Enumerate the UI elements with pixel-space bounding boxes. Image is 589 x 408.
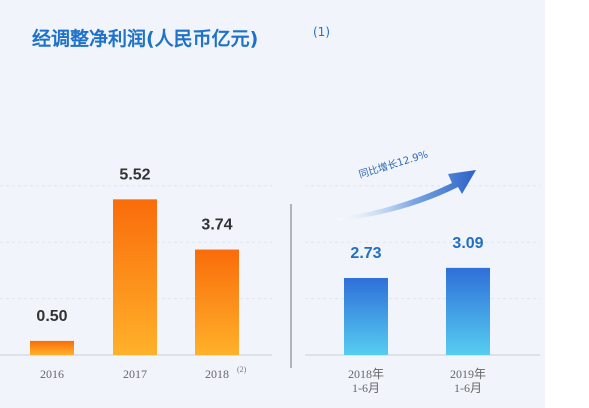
bar-annual-1	[113, 199, 157, 355]
value-label-halfyear-1: 3.09	[452, 235, 483, 252]
value-label-halfyear-0: 2.73	[350, 245, 381, 262]
tick-label-annual-2: 2018	[205, 367, 229, 381]
value-label-annual-2: 3.74	[201, 217, 232, 234]
bar-halfyear-0	[344, 278, 388, 355]
title-footnote-marker: (1)	[313, 25, 330, 39]
tick-label-halfyear-1: 2019年 1-6月	[450, 367, 486, 395]
tick-label-annual-0: 2016	[40, 367, 64, 381]
bar-annual-0	[30, 340, 74, 355]
value-labels-group: 0.50 5.52 3.74 2.73 3.09	[36, 166, 483, 325]
tick-label-annual-1: 2017	[123, 367, 147, 381]
bar-annual-2	[195, 249, 239, 355]
bars-group	[30, 199, 490, 355]
growth-arrow: 同比增长12.9%	[338, 147, 476, 221]
chart-title: 经调整净利润(人民币亿元)	[32, 27, 258, 50]
tick-labels-group: 2016 2017 2018 (2) 2018年 1-6月 2019年 1-6月	[40, 365, 486, 395]
growth-annotation: 同比增长12.9%	[357, 147, 429, 180]
growth-arrow-shape	[338, 170, 476, 221]
tick-label-halfyear-0: 2018年 1-6月	[348, 367, 384, 395]
bar-halfyear-1	[446, 267, 490, 355]
tick-footnote-annual-2: (2)	[237, 365, 247, 374]
value-label-annual-1: 5.52	[119, 166, 150, 183]
value-label-annual-0: 0.50	[36, 308, 67, 325]
watermark	[420, 330, 436, 368]
